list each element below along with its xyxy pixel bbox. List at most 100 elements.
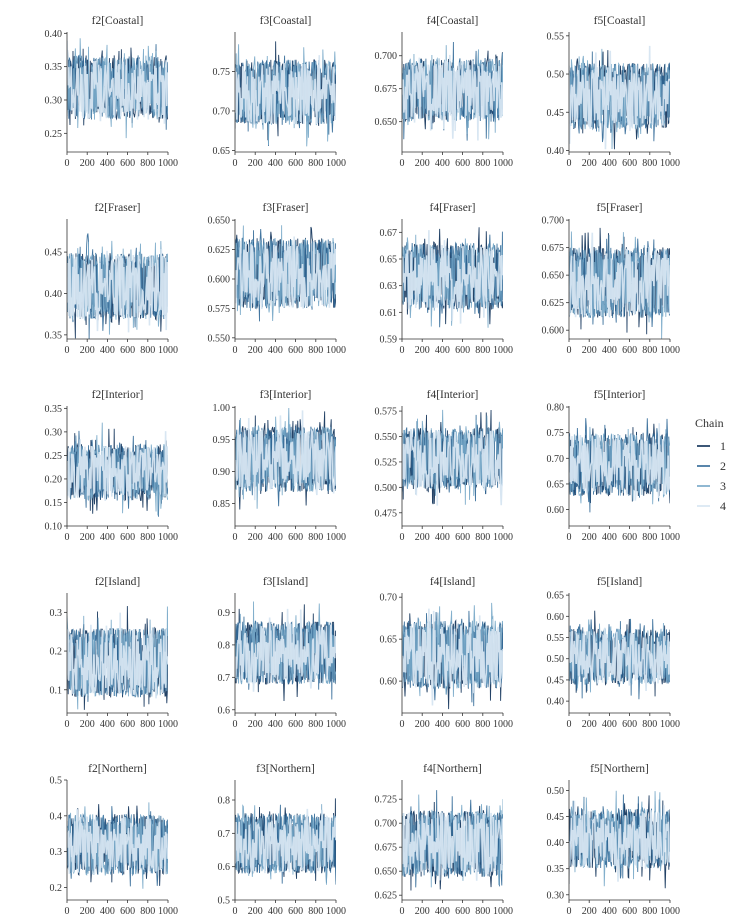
panel-title: f3[Northern] — [256, 763, 315, 775]
trace-chain-4 — [235, 55, 336, 125]
x-tick-label: 400 — [100, 719, 115, 730]
trace-panel: f5[Northern] 0.30 0.35 0.40 0.45 0.50 0 200 400 6… — [547, 763, 681, 917]
trace-panel: f5[Coastal] 0.40 0.45 0.50 0.55 0 200 400 600 800… — [547, 15, 681, 169]
trace-chain-2 — [569, 618, 670, 700]
y-tick-label: 0.3 — [50, 847, 63, 858]
panel-title: f4[Island] — [430, 576, 475, 588]
x-tick-label: 1000 — [493, 532, 513, 543]
y-tick-label: 0.59 — [380, 335, 398, 346]
y-tick-label: 0.475 — [375, 508, 398, 519]
x-tick-label: 800 — [642, 158, 657, 169]
trace-chain-4 — [569, 45, 670, 150]
x-tick-label: 600 — [622, 345, 637, 356]
x-tick-label: 0 — [567, 906, 572, 917]
y-tick-label: 0.40 — [45, 29, 63, 40]
x-tick-label: 600 — [120, 345, 135, 356]
x-tick-label: 800 — [140, 719, 155, 730]
x-tick-label: 600 — [288, 158, 303, 169]
y-tick-label: 0.6 — [218, 705, 231, 716]
panel-title: f3[Coastal] — [260, 15, 312, 27]
x-tick-label: 200 — [582, 345, 597, 356]
x-tick-label: 200 — [415, 158, 430, 169]
y-tick-label: 0.650 — [375, 867, 398, 878]
y-tick-label: 0.50 — [547, 70, 565, 81]
y-tick-label: 0.85 — [213, 499, 231, 510]
y-tick-label: 0.8 — [218, 796, 231, 807]
x-tick-label: 0 — [400, 719, 405, 730]
x-tick-label: 400 — [602, 345, 617, 356]
panel-title: f5[Northern] — [590, 763, 649, 775]
y-tick-label: 0.40 — [45, 289, 63, 300]
x-tick-label: 0 — [233, 719, 238, 730]
trace-chain-4 — [235, 410, 336, 501]
x-tick-label: 1000 — [493, 906, 513, 917]
x-tick-label: 400 — [435, 906, 450, 917]
x-tick-label: 800 — [642, 345, 657, 356]
x-tick-label: 200 — [415, 345, 430, 356]
y-tick-label: 0.550 — [375, 432, 398, 443]
y-tick-label: 0.25 — [45, 129, 63, 140]
x-tick-label: 400 — [435, 532, 450, 543]
y-tick-label: 0.700 — [542, 216, 565, 227]
trace-panel: f4[Coastal] 0.650 0.675 0.700 0 200 400 600 800 1… — [375, 15, 514, 169]
x-tick-label: 400 — [100, 906, 115, 917]
x-tick-label: 200 — [248, 532, 263, 543]
x-tick-label: 400 — [602, 906, 617, 917]
y-tick-label: 0.575 — [375, 407, 398, 418]
trace-chain-4 — [402, 429, 503, 506]
x-tick-label: 0 — [65, 158, 70, 169]
panel-title: f3[Fraser] — [263, 202, 309, 214]
x-tick-label: 400 — [100, 532, 115, 543]
y-tick-label: 0.30 — [547, 890, 565, 901]
x-tick-label: 200 — [415, 532, 430, 543]
trace-chain-4 — [402, 54, 503, 141]
trace-chain-4 — [235, 236, 336, 310]
y-tick-label: 0.7 — [218, 673, 231, 684]
y-tick-label: 0.45 — [547, 675, 565, 686]
trace-chain-4 — [67, 809, 168, 875]
y-tick-label: 0.65 — [547, 479, 565, 490]
x-tick-label: 0 — [65, 532, 70, 543]
y-tick-label: 0.45 — [547, 108, 565, 119]
x-tick-label: 1000 — [158, 906, 178, 917]
y-tick-label: 0.9 — [218, 608, 231, 619]
x-tick-label: 0 — [400, 345, 405, 356]
legend-label-1: 1 — [720, 439, 726, 453]
y-tick-label: 0.63 — [380, 281, 398, 292]
y-tick-label: 0.65 — [380, 255, 398, 266]
x-tick-label: 200 — [582, 158, 597, 169]
y-tick-label: 0.525 — [375, 457, 398, 468]
x-tick-label: 200 — [248, 719, 263, 730]
y-tick-label: 0.7 — [218, 829, 231, 840]
y-tick-label: 0.650 — [375, 117, 398, 128]
x-tick-label: 600 — [288, 906, 303, 917]
trace-chain-4 — [67, 40, 168, 124]
x-tick-label: 600 — [455, 158, 470, 169]
x-tick-label: 1000 — [326, 719, 346, 730]
trace-chain-4 — [402, 608, 503, 706]
trace-chain-4 — [235, 808, 336, 874]
panel-title: f4[Fraser] — [430, 202, 476, 214]
x-tick-label: 600 — [120, 532, 135, 543]
y-tick-label: 0.60 — [547, 505, 565, 516]
trace-panel: f5[Fraser] 0.600 0.625 0.650 0.675 0.700 0 200 4… — [542, 202, 681, 356]
y-tick-label: 0.15 — [45, 498, 63, 509]
y-tick-label: 0.675 — [375, 84, 398, 95]
x-tick-label: 200 — [80, 345, 95, 356]
y-tick-label: 0.550 — [208, 333, 231, 344]
x-tick-label: 800 — [140, 345, 155, 356]
x-tick-label: 1000 — [158, 719, 178, 730]
y-tick-label: 0.40 — [547, 146, 565, 157]
x-tick-label: 800 — [140, 906, 155, 917]
trace-panel: f5[Island] 0.40 0.45 0.50 0.55 0.60 0.65 0 200 40… — [547, 576, 681, 730]
trace-panel: f4[Interior] 0.475 0.500 0.525 0.550 0.575 0 20… — [375, 389, 514, 543]
x-tick-label: 800 — [140, 532, 155, 543]
y-tick-label: 0.700 — [375, 51, 398, 62]
trace-panel: f4[Island] 0.60 0.65 0.70 0 200 400 600 800 1000 — [380, 576, 514, 730]
trace-panel: f3[Interior] 0.85 0.90 0.95 1.00 0 200 400 600 80… — [213, 389, 347, 543]
y-tick-label: 0.500 — [375, 483, 398, 494]
x-tick-label: 400 — [268, 906, 283, 917]
x-tick-label: 600 — [120, 906, 135, 917]
x-tick-label: 800 — [642, 532, 657, 543]
